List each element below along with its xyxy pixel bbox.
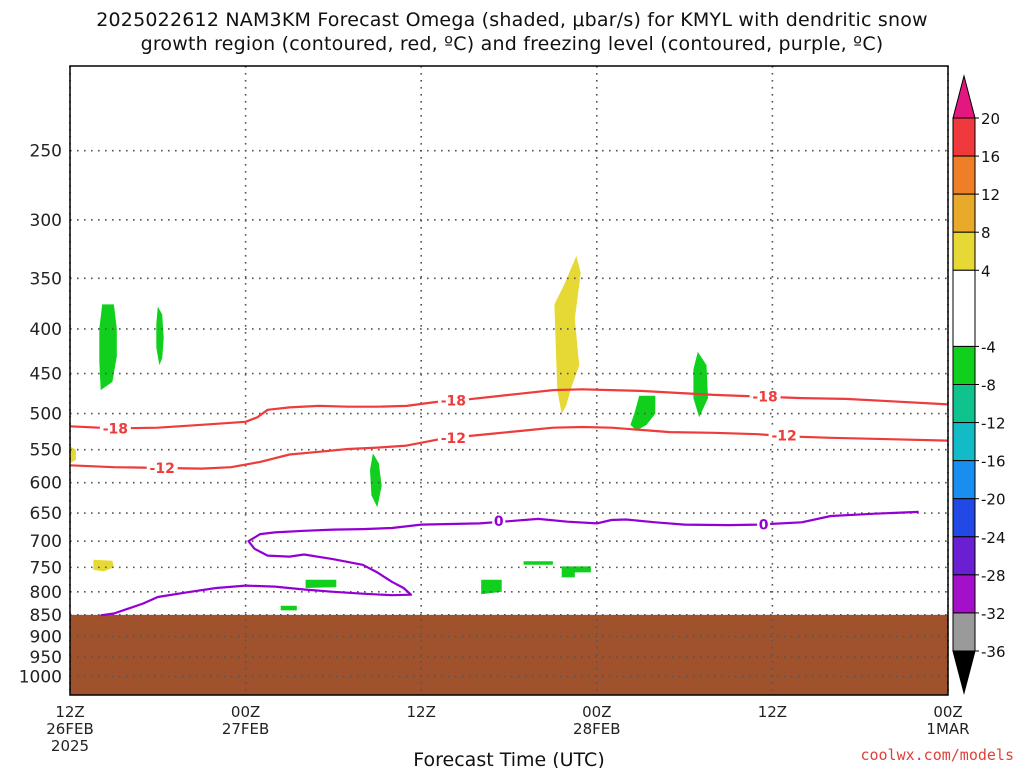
y-tick-label: 300 — [30, 211, 62, 231]
plot-area: 2503003504004505005506006507007508008509… — [19, 65, 970, 755]
contour-label: -18 — [441, 393, 466, 409]
y-tick-label: 1000 — [19, 667, 62, 687]
omega-patch — [630, 395, 656, 431]
contour-label-bg — [768, 428, 800, 443]
terrain-fill — [70, 614, 948, 695]
contour-label-bg — [146, 460, 178, 475]
colorbar-bin — [952, 422, 976, 462]
y-tick-label: 450 — [30, 365, 62, 385]
omega-patch — [523, 561, 553, 565]
colorbar-bin — [952, 612, 976, 652]
x-tick-label: 2025 — [51, 737, 89, 755]
y-tick-label: 350 — [30, 269, 62, 289]
colorbar-bin — [952, 536, 976, 576]
colorbar-bin — [952, 269, 976, 347]
x-tick-label: 12Z — [758, 703, 787, 721]
y-tick-label: 550 — [30, 441, 62, 461]
y-tick-label: 750 — [30, 558, 62, 578]
omega-patch — [693, 351, 708, 418]
x-tick-label: 00Z — [582, 703, 611, 721]
contour-label: -12 — [441, 431, 466, 447]
colorbar-tick-label: -32 — [981, 605, 1006, 623]
contour-label-bg — [437, 393, 469, 408]
colorbar-tick-label: 8 — [981, 224, 991, 242]
contour-label-bg — [492, 514, 506, 529]
colorbar-tick-label: -36 — [981, 643, 1006, 661]
omega-patch — [305, 579, 337, 588]
contour-label: -18 — [752, 389, 777, 405]
contour-label: -18 — [103, 421, 128, 437]
colorbar-tick-label: -16 — [981, 453, 1006, 471]
credit-link[interactable]: coolwx.com/models — [860, 746, 1014, 764]
x-tick-label: 00Z — [933, 703, 962, 721]
colorbar-bin — [952, 193, 976, 233]
y-tick-label: 800 — [30, 583, 62, 603]
contour-line--12 — [69, 425, 949, 470]
colorbar-tick-label: 16 — [981, 148, 1000, 166]
chart-title-line-1: 2025022612 NAM3KM Forecast Omega (shaded… — [96, 9, 928, 31]
contour-label: -12 — [150, 461, 175, 477]
contour-label: -12 — [771, 429, 796, 445]
colorbar-tick-label: -28 — [981, 567, 1006, 585]
omega-patch — [99, 304, 117, 391]
y-tick-label: 900 — [30, 628, 62, 648]
x-tick-label: 12Z — [407, 703, 436, 721]
colorbar-tick-label: -8 — [981, 377, 996, 395]
colorbar-top-arrow — [952, 74, 976, 119]
colorbar-tick-label: 4 — [981, 262, 991, 280]
y-tick-label: 500 — [30, 405, 62, 425]
omega-patch — [156, 306, 164, 366]
contour-label-bg — [437, 430, 469, 445]
x-axis-label: Forecast Time (UTC) — [413, 749, 604, 768]
x-tick-label: 28FEB — [573, 720, 620, 738]
colorbar-tick-label: 12 — [981, 186, 1000, 204]
contour-line--18 — [69, 388, 949, 430]
y-tick-label: 850 — [30, 606, 62, 626]
y-tick-label: 600 — [30, 474, 62, 494]
omega-patch — [70, 446, 76, 464]
plot-frame — [69, 65, 949, 696]
contour-label-bg — [749, 389, 781, 404]
colorbar-bin — [952, 117, 976, 157]
colorbar-bin — [952, 384, 976, 424]
contour-label-bg — [99, 421, 131, 436]
contour-label: 0 — [759, 518, 769, 534]
colorbar-bin — [952, 155, 976, 195]
colorbar-bottom-arrow — [952, 650, 976, 695]
x-tick-label: 26FEB — [46, 720, 93, 738]
contour-label-bg — [757, 517, 771, 532]
y-tick-label: 700 — [30, 532, 62, 552]
omega-patch — [280, 605, 297, 611]
colorbar-tick-label: -4 — [981, 338, 996, 356]
y-tick-label: 400 — [30, 320, 62, 340]
colorbar-bin — [952, 460, 976, 500]
omega-patch — [561, 566, 591, 578]
y-tick-label: 950 — [30, 648, 62, 668]
omega-colorbar: 20 16 12 8 4 -4 -8 -12 -16 -20 -24 -28 -32 -36 — [952, 74, 1006, 695]
colorbar-bin — [952, 574, 976, 614]
colorbar-tick-label: -20 — [981, 491, 1006, 509]
x-tick-label: 12Z — [55, 703, 84, 721]
colorbar-tick-label: -12 — [981, 415, 1006, 433]
contour-label: 0 — [494, 514, 504, 530]
omega-patch — [370, 453, 382, 508]
omega-patch — [481, 579, 502, 595]
omega-patch — [93, 559, 114, 572]
x-tick-label: 00Z — [231, 703, 260, 721]
contour-line-0 — [100, 510, 919, 617]
colorbar-tick-label: -24 — [981, 529, 1006, 547]
x-tick-label: 1MAR — [926, 720, 969, 738]
colorbar-bin — [952, 231, 976, 271]
y-tick-label: 250 — [30, 142, 62, 162]
chart-title-line-2: growth region (contoured, red, ºC) and f… — [140, 33, 884, 55]
x-tick-label: 27FEB — [222, 720, 269, 738]
colorbar-tick-label: 20 — [981, 110, 1000, 128]
y-tick-label: 650 — [30, 504, 62, 524]
colorbar-bin — [952, 345, 976, 385]
colorbar-bin — [952, 498, 976, 538]
